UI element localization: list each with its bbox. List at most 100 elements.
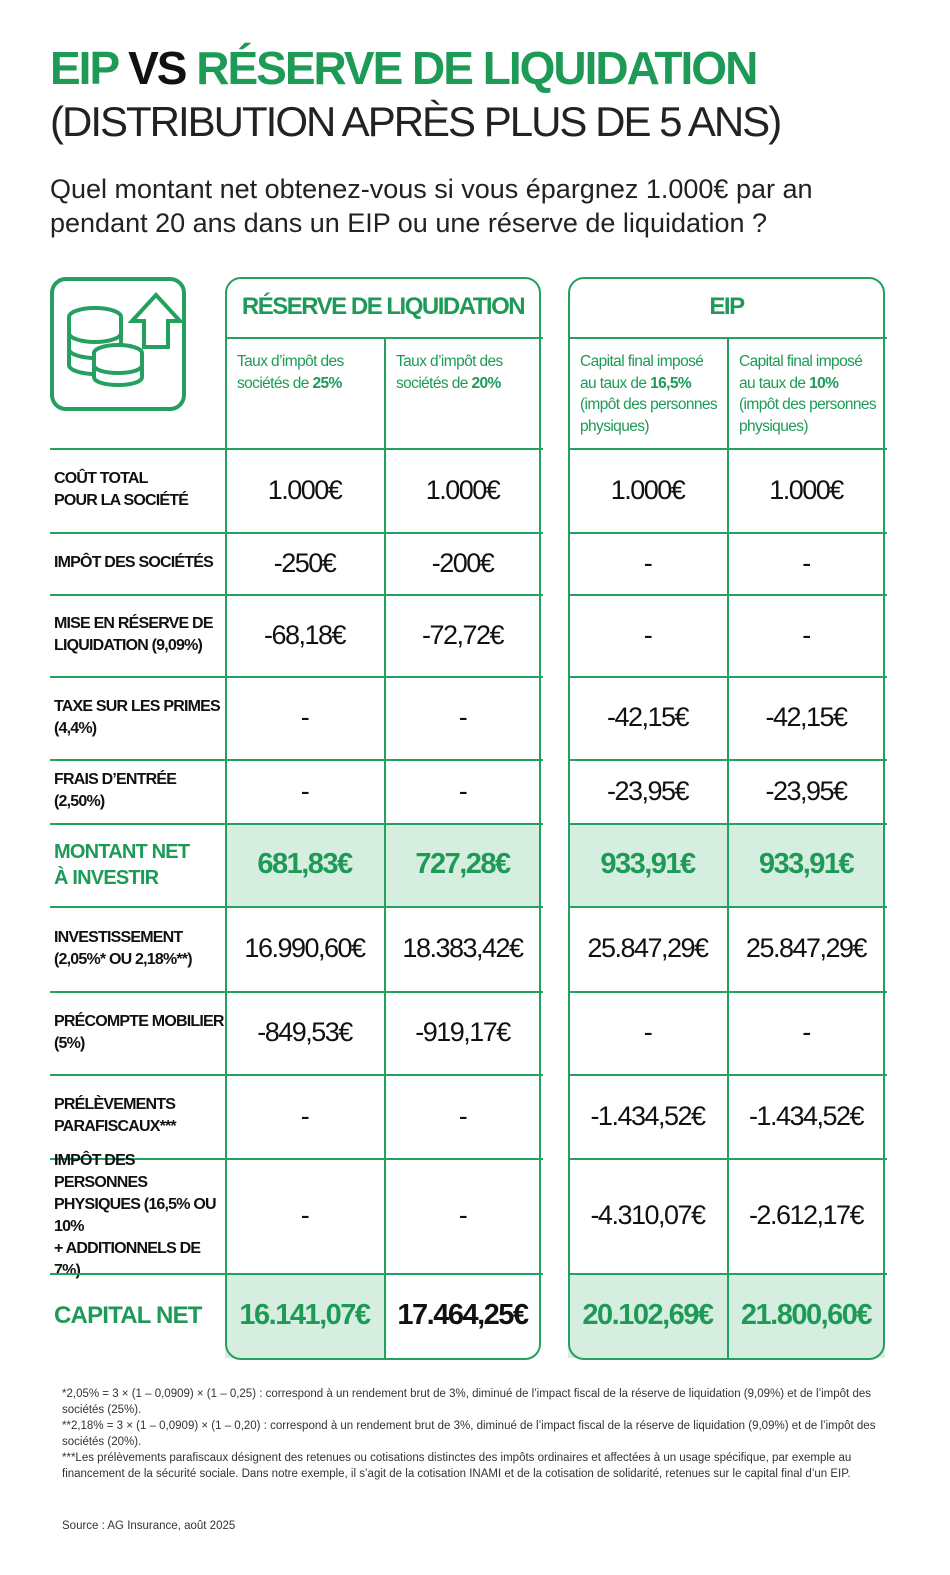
row-label-line: POUR LA SOCIÉTÉ: [54, 492, 189, 509]
rule: [568, 676, 887, 678]
cell: -4.310,07€: [590, 1200, 706, 1230]
row-label: PRÉLÈVEMENTS PARAFISCAUX***: [54, 1074, 226, 1158]
rule: [568, 906, 887, 908]
row-label-line: LIQUIDATION (9,09%): [54, 637, 203, 654]
rule: [225, 1158, 543, 1160]
rule: [225, 1273, 543, 1275]
column-header-part: (impôt des personnes physiques): [580, 396, 718, 435]
rule: [225, 1074, 543, 1076]
cell: 1.000€: [769, 474, 844, 505]
rule: [225, 676, 543, 678]
cell: -: [300, 1200, 310, 1230]
rule: [50, 1074, 226, 1076]
cell: 727,28€: [415, 848, 511, 880]
highlight: [727, 823, 885, 906]
title: EIP VS RÉSERVE DE LIQUIDATION: [50, 40, 758, 96]
row-label-line: MISE EN RÉSERVE DE: [54, 615, 213, 632]
question: Quel montant net obtenez-vous si vous ép…: [50, 174, 813, 238]
cell: 18.383,42€: [402, 933, 524, 963]
highlight: [225, 823, 384, 906]
highlight: [225, 1273, 384, 1358]
cell: 681,83€: [257, 848, 353, 880]
cell: -: [458, 775, 468, 806]
row-label-line: (4,4%): [54, 719, 97, 737]
cell: 1.000€: [610, 474, 686, 505]
row-label: PRÉCOMPTE MOBILIER (5%): [54, 991, 226, 1074]
cell: -250€: [273, 547, 337, 578]
column-header-part: (impôt des personnes physiques): [739, 396, 877, 435]
rule: [568, 759, 887, 761]
cell: -: [802, 1017, 811, 1047]
cell: -: [458, 702, 468, 732]
row-label: TAXE SUR LES PRIMES (4,4%): [54, 676, 226, 759]
rule: [50, 532, 226, 534]
row-label-line: IMPÔT DES PERSONNES: [54, 1151, 148, 1191]
rule: [50, 759, 226, 761]
row-label-line: TAXE SUR LES PRIMES: [54, 697, 221, 715]
rule: [50, 1273, 226, 1275]
column-header-part: 10%: [809, 374, 839, 392]
highlight: [568, 823, 727, 906]
rule: [50, 594, 226, 596]
cell: 25.847,29€: [587, 933, 709, 963]
highlight: [568, 1273, 727, 1358]
row-label: MISE EN RÉSERVE DE LIQUIDATION (9,09%): [54, 594, 226, 676]
footnote: *2,05% = 3 × (1 – 0,0909) × (1 – 0,25) :…: [62, 1388, 871, 1416]
column-header-part: Taux d’impôt des sociétés de: [237, 353, 344, 392]
row-label-line: PRÉCOMPTE MOBILIER: [54, 1012, 224, 1030]
column-header-part: 20%: [471, 374, 502, 392]
row-label: IMPÔT DES SOCIÉTÉS: [54, 532, 226, 594]
rule: [225, 906, 543, 908]
row-label-line: COÛT TOTAL: [54, 470, 148, 487]
cell: 21.800,60€: [740, 1299, 873, 1331]
rule: [225, 991, 543, 993]
rule: [50, 991, 226, 993]
column-header: Capital final imposé au taux de 16,5% (i…: [568, 337, 727, 448]
cell: -: [458, 1100, 468, 1131]
row-label: INVESTISSEMENT (2,05%* OU 2,18%**): [54, 906, 226, 991]
rule: [568, 448, 887, 450]
rule: [568, 1074, 887, 1076]
footnote: ***Les prélèvements parafiscaux désignen…: [62, 1452, 852, 1480]
cell: -23,95€: [765, 775, 848, 806]
row-label: COÛT TOTAL POUR LA SOCIÉTÉ: [54, 448, 226, 532]
column-header: Taux d’impôt des sociétés de 20%: [384, 337, 541, 448]
cell: -: [300, 1100, 310, 1131]
row-label-line: INVESTISSEMENT: [54, 928, 183, 946]
rule: [568, 1158, 887, 1160]
rule: [50, 448, 226, 450]
highlight: [727, 1273, 885, 1358]
cell: 1.000€: [267, 474, 343, 505]
footnote: **2,18% = 3 × (1 – 0,0909) × (1 – 0,20) …: [62, 1420, 876, 1448]
cell: -: [300, 775, 310, 806]
rule: [568, 1273, 887, 1275]
cell: -2.612,17€: [748, 1200, 865, 1230]
rule: [568, 823, 887, 825]
footnotes: *2,05% = 3 × (1 – 0,0909) × (1 – 0,25) :…: [62, 1386, 892, 1482]
rule: [50, 676, 226, 678]
row-label: FRAIS D’ENTRÉE (2,50%): [54, 759, 226, 823]
row-label-line: FRAIS D’ENTRÉE (2,50%): [54, 771, 177, 810]
rule: [225, 823, 543, 825]
highlight: [384, 823, 541, 906]
rule: [568, 532, 887, 534]
row-label-line: PHYSIQUES (16,5% OU 10%: [54, 1195, 217, 1235]
cell: -68,18€: [263, 619, 347, 650]
cell: 1.000€: [425, 474, 501, 505]
rule: [225, 594, 543, 596]
column-header-part: 25%: [312, 374, 343, 392]
rule: [568, 594, 887, 596]
row-label: MONTANT NET À INVESTIR: [54, 823, 226, 906]
rule: [568, 991, 887, 993]
source: Source : AG Insurance, août 2025: [62, 1520, 236, 1532]
cell: -: [802, 619, 811, 650]
cell: -42,15€: [606, 702, 690, 732]
title-part: EIP: [50, 42, 119, 94]
column-header: Taux d’impôt des sociétés de 25%: [225, 337, 384, 448]
cell: -200€: [431, 547, 495, 578]
rule: [50, 1158, 226, 1160]
column-header-part: 16,5%: [650, 374, 692, 392]
group-box: [568, 277, 885, 1360]
cell: -849,53€: [257, 1017, 353, 1047]
cell: 16.990,60€: [244, 933, 366, 963]
